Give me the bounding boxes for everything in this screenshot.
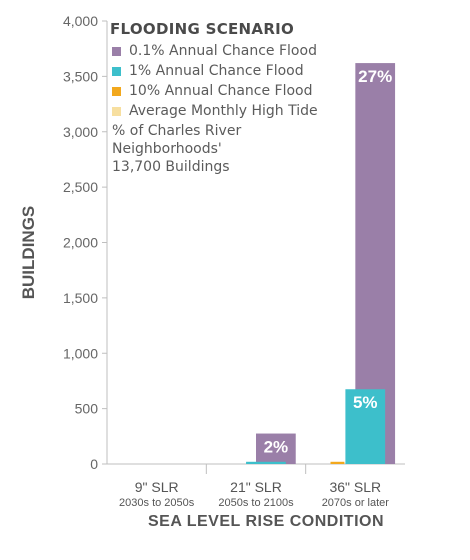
x-tick-label: 36" SLR [329,479,381,495]
x-axis-title: SEA LEVEL RISE CONDITION [148,513,384,530]
x-tick-sublabel: 2070s or later [322,497,390,509]
x-tick-label: 9" SLR [135,479,179,495]
y-tick-label: 2,500 [63,179,98,195]
bar-data-label: 27% [358,67,392,86]
y-tick-label: 1,500 [63,290,98,306]
y-tick-label: 1,000 [63,345,98,361]
y-tick-label: 4,000 [63,13,98,29]
legend-swatch [112,66,121,76]
legend-label: Average Monthly High Tide [129,103,318,119]
legend-swatch [112,106,121,116]
legend-label: 10% Annual Chance Flood [129,83,313,99]
y-tick-label: 3,500 [63,68,98,84]
bar-data-label: 5% [353,393,378,412]
bar-2-2 [330,461,345,464]
legend-label: 1% Annual Chance Flood [129,63,304,79]
legend: FLOODING SCENARIO 0.1% Annual Chance Flo… [110,20,370,176]
y-tick-label: 500 [75,401,99,417]
legend-note: % of Charles River Neighborhoods' 13,700… [112,123,242,175]
bar-0-1 [256,433,296,464]
x-tick-sublabel: 2030s to 2050s [119,497,195,509]
bar-1-2 [345,389,386,464]
bar-1-1 [246,461,286,464]
y-axis-title: BUILDINGS [19,206,38,300]
legend-item-10pct-flood: 10% Annual Chance Flood [110,81,370,101]
legend-label: 0.1% Annual Chance Flood [129,43,317,59]
legend-swatch [112,86,121,96]
legend-swatch [112,46,121,56]
legend-item-high-tide: Average Monthly High Tide [110,101,370,121]
x-tick-sublabel: 2050s to 2100s [218,497,294,509]
y-tick-label: 2,000 [63,235,98,251]
legend-item-1pct-flood: 1% Annual Chance Flood [110,61,370,81]
bar-data-label: 2% [264,438,289,457]
x-tick-label: 21" SLR [230,479,282,495]
legend-item-0.1pct-flood: 0.1% Annual Chance Flood [110,41,370,61]
legend-title: FLOODING SCENARIO [110,20,295,38]
y-tick-label: 0 [90,456,98,472]
y-tick-label: 3,000 [63,124,98,140]
